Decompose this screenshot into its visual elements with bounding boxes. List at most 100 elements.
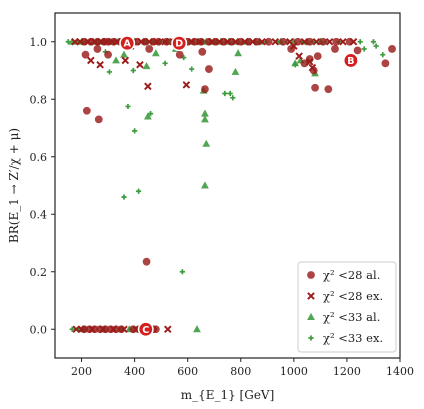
data-point: [325, 37, 334, 46]
data-point: [144, 82, 152, 91]
x-tick-label: 1000: [280, 365, 308, 378]
x-tick-label: 200: [71, 365, 92, 378]
data-point: [331, 45, 339, 53]
y-tick-label: 0.4: [30, 208, 48, 221]
data-point: [69, 326, 75, 332]
benchmark-label: A: [124, 39, 132, 50]
data-point: [94, 115, 103, 124]
benchmark-label: B: [347, 56, 354, 67]
data-point: [162, 60, 168, 66]
data-point: [132, 128, 138, 134]
y-tick-label: 0.0: [30, 323, 48, 336]
data-point: [293, 37, 302, 46]
data-point: [104, 50, 112, 59]
data-point: [151, 49, 160, 57]
x-tick-label: 400: [124, 365, 145, 378]
x-tick-label: 1200: [333, 365, 361, 378]
data-point: [388, 45, 396, 53]
data-point: [361, 46, 367, 52]
data-point: [219, 37, 228, 46]
x-tick-label: 600: [177, 365, 198, 378]
x-tick-label: 1400: [386, 365, 414, 378]
data-point: [264, 37, 273, 46]
y-tick-label: 0.8: [30, 93, 48, 106]
data-point: [143, 112, 152, 120]
data-point: [109, 37, 118, 46]
data-point: [236, 37, 245, 46]
data-point: [147, 111, 154, 117]
data-point: [121, 194, 127, 200]
legend-marker: [307, 292, 315, 300]
data-point: [339, 37, 347, 46]
data-point: [190, 37, 199, 46]
benchmark-marker: [137, 321, 154, 338]
data-point: [93, 37, 102, 46]
data-point: [370, 39, 377, 45]
legend-marker: [308, 335, 314, 341]
plot-frame: [54, 12, 401, 359]
legend-marker: [307, 312, 315, 320]
data-point: [234, 49, 243, 57]
data-point: [373, 43, 379, 49]
data-point: [81, 50, 90, 59]
data-point: [309, 66, 318, 75]
data-point: [106, 69, 113, 75]
data-point: [80, 37, 89, 46]
data-point: [125, 103, 131, 110]
benchmark-marker: [119, 35, 136, 52]
data-point: [311, 83, 319, 92]
legend-entry: χ² <28 ex.: [323, 289, 383, 303]
data-point: [324, 85, 333, 94]
benchmark-label: C: [142, 325, 149, 336]
annotation-layer: A D B C: [119, 35, 359, 338]
data-point: [312, 37, 321, 46]
data-point: [142, 257, 151, 266]
data-point: [133, 37, 142, 46]
data-point: [198, 47, 207, 56]
data-point: [231, 67, 240, 75]
data-point: [205, 37, 213, 46]
data-point: [291, 59, 300, 67]
data-point: [86, 37, 95, 46]
data-point: [313, 52, 322, 61]
y-tick-label: 0.2: [30, 266, 48, 279]
data-point: [151, 325, 160, 334]
data-point: [142, 62, 151, 70]
data-point: [287, 45, 296, 53]
data-point: [357, 39, 363, 45]
data-point: [227, 90, 233, 97]
data-point: [136, 60, 144, 69]
benchmark-marker: [342, 52, 359, 69]
legend-entry: χ² <33 ex.: [323, 331, 383, 345]
data-point: [175, 50, 184, 59]
x-tick-label: 800: [230, 365, 251, 378]
legend: χ² <28 al. χ² <28 ex. χ² <33 al. χ² <33 ex.: [297, 261, 397, 353]
data-point: [271, 37, 280, 46]
x-axis-label: m_{E_1} [GeV]: [181, 388, 275, 402]
legend-entry: χ² <28 al.: [323, 268, 380, 282]
data-point: [305, 37, 314, 46]
data-point: [211, 37, 220, 46]
data-point: [189, 66, 195, 72]
data-point: [230, 95, 236, 101]
axes-layer: 200 400 600 800 1000 1200 1400 0.0 0.2 0.4 0.6 0.8 1…: [7, 12, 414, 402]
data-point: [380, 52, 386, 58]
data-point: [193, 325, 201, 333]
data-point: [295, 52, 303, 60]
data-point: [332, 37, 341, 46]
y-axis-label: BR(E_1 → Z′/χ + μ): [7, 128, 21, 243]
data-point: [222, 90, 228, 97]
data-point: [252, 37, 261, 46]
y-tick-label: 1.0: [30, 36, 48, 49]
data-point: [319, 37, 327, 46]
y-tick-label: 0.6: [30, 151, 48, 164]
legend-marker: [307, 271, 315, 279]
data-point: [300, 59, 309, 68]
data-point: [87, 56, 95, 65]
data-point: [205, 65, 213, 73]
data-point: [96, 60, 104, 69]
data-point: [130, 67, 136, 74]
data-point: [201, 85, 209, 94]
data-point: [201, 181, 209, 189]
